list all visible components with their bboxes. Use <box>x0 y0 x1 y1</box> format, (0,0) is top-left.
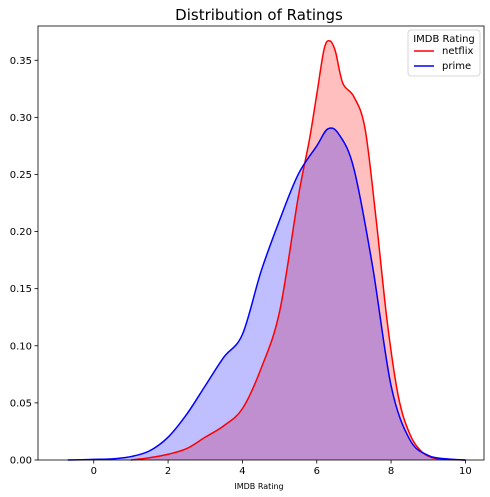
legend-title: IMDB Rating <box>413 34 475 45</box>
legend-label-prime: prime <box>442 61 471 72</box>
legend: IMDB Rating netflix prime <box>407 29 481 77</box>
x-tick-label: 10 <box>459 466 472 477</box>
chart-title: Distribution of Ratings <box>175 6 343 24</box>
series-prime-line <box>67 127 466 461</box>
y-tick-label: 0.35 <box>10 56 32 67</box>
x-tick-label: 0 <box>91 466 97 477</box>
y-tick-label: 0.15 <box>10 284 32 295</box>
y-tick-label: 0.30 <box>10 113 32 124</box>
x-tick-label: 8 <box>388 466 394 477</box>
x-axis: 0 2 4 6 8 10 <box>91 460 472 477</box>
legend-entries: netflix prime <box>414 46 473 72</box>
series-prime-area <box>67 127 466 461</box>
x-axis-title: IMDB Rating <box>234 482 283 491</box>
legend-box <box>407 29 481 77</box>
plot-frame <box>37 25 485 461</box>
y-tick-label: 0.25 <box>10 170 32 181</box>
y-tick-label: 0.00 <box>10 456 32 467</box>
x-tick-label: 4 <box>239 466 245 477</box>
y-tick-label: 0.20 <box>10 227 32 238</box>
x-tick-label: 2 <box>165 466 171 477</box>
y-axis: 0.00 0.05 0.10 0.15 0.20 0.25 0.30 0.35 <box>10 56 38 467</box>
series-lines <box>67 39 466 461</box>
legend-label-netflix: netflix <box>442 46 473 57</box>
series-netflix-line <box>130 39 466 461</box>
series-fills <box>67 40 466 461</box>
y-tick-label: 0.10 <box>10 341 32 352</box>
series-netflix-area <box>130 40 466 460</box>
x-tick-label: 6 <box>314 466 320 477</box>
y-tick-label: 0.05 <box>10 398 32 409</box>
